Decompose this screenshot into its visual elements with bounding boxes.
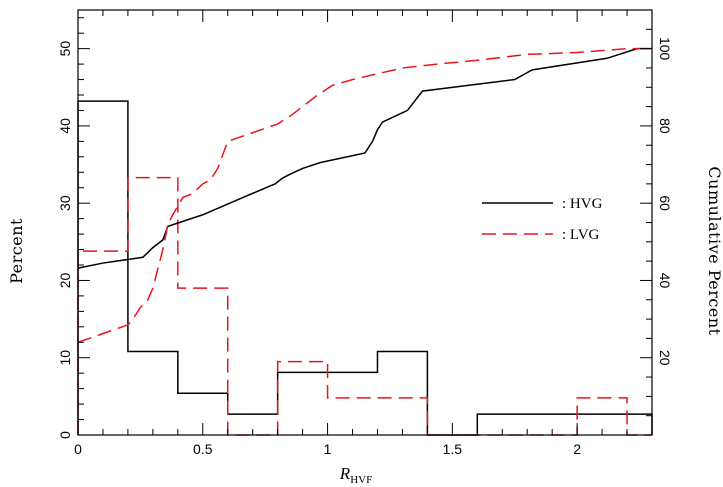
y-axis-title-left: Percent <box>7 218 26 284</box>
cumulative-layer <box>77 47 652 343</box>
cumulative-line-hvg <box>77 47 652 269</box>
y-left-tick-label: 0 <box>57 431 73 439</box>
histogram-lvg <box>77 176 652 436</box>
x-axis-title-sub: HVF <box>350 474 372 486</box>
y-left-tick-label: 10 <box>57 350 73 366</box>
y-axis-title-right: Cumulative Percent <box>705 166 723 335</box>
x-axis-title: RHVF <box>339 464 372 486</box>
histogram-hvg <box>77 100 653 436</box>
ticks-layer <box>77 9 653 436</box>
legend-label-lvg: : LVG <box>562 227 600 243</box>
y-right-tick-label: 60 <box>657 195 673 211</box>
y-left-tick-label: 40 <box>57 118 73 134</box>
cumulative-line-lvg <box>77 47 652 343</box>
x-tick-label: 1 <box>324 441 332 457</box>
axes-layer <box>77 9 653 436</box>
x-tick-label: 0 <box>74 441 82 457</box>
y-left-tick-label: 30 <box>57 195 73 211</box>
y-right-tick-label: 20 <box>657 350 673 366</box>
x-tick-label: 2 <box>573 441 581 457</box>
x-tick-label: 0.5 <box>193 441 213 457</box>
plot-frame <box>77 9 653 436</box>
histogram-layer <box>77 100 653 436</box>
legend: : HVG : LVG <box>482 196 603 243</box>
x-tick-label: 1.5 <box>443 441 463 457</box>
y-left-tick-label: 50 <box>57 41 73 57</box>
x-axis-title-main: R <box>339 464 351 483</box>
y-left-tick-label: 20 <box>57 272 73 288</box>
y-right-tick-label: 100 <box>657 37 673 61</box>
y-right-tick-label: 80 <box>657 118 673 134</box>
legend-label-hvg: : HVG <box>562 196 603 212</box>
y-right-tick-label: 40 <box>657 273 673 289</box>
